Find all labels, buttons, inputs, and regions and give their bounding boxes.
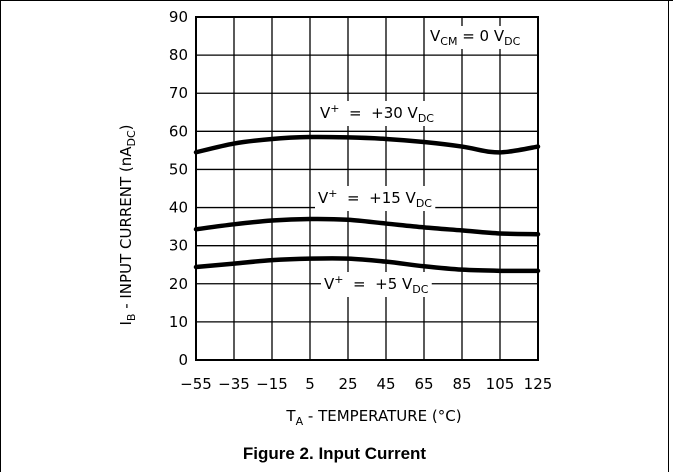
label-1-background	[315, 186, 436, 211]
annot-background	[427, 26, 524, 49]
vcm-annotation-sub2: DC	[504, 35, 520, 48]
input-current-chart: 0 10 20 30 40 50 60 70 80 90 −55 −35 −15 5 25 45 65 85 10…	[117, 8, 552, 428]
y-tick-label: 30	[169, 237, 188, 255]
x-tick-label: 45	[376, 375, 395, 393]
vcm-annotation-mid: = 0 V	[457, 27, 504, 45]
x-tick-label: 125	[524, 375, 553, 393]
series-line-15v	[193, 216, 541, 237]
vcm-annotation: VCM = 0 VDC	[430, 27, 521, 48]
x-tick-label: 65	[414, 375, 433, 393]
vcm-annotation-main: V	[430, 27, 441, 45]
y-tick-label: 40	[169, 199, 188, 217]
y-tick-label: 60	[169, 122, 188, 140]
series-lines	[193, 134, 541, 274]
series-line-30v	[193, 134, 541, 155]
x-axis-title: TA - TEMPERATURE (°C)	[285, 407, 461, 428]
vcm-annotation-sub1: CM	[440, 35, 457, 48]
x-tick-label: 25	[338, 375, 357, 393]
series-label-30v: V+ = +30 VDC	[320, 102, 434, 125]
label-2-background	[321, 272, 432, 297]
x-tick-labels: −55 −35 −15 5 25 45 65 85 105 125	[180, 375, 552, 393]
x-tick-label: 105	[486, 375, 515, 393]
y-tick-label: 70	[169, 84, 188, 102]
series-line-5v	[193, 256, 541, 274]
y-tick-label: 0	[178, 351, 188, 369]
y-tick-label: 10	[169, 313, 188, 331]
series-label-15v: V+ = +15 VDC	[318, 187, 432, 210]
y-tick-label: 50	[169, 160, 188, 178]
x-tick-label: 5	[305, 375, 315, 393]
y-tick-labels: 0 10 20 30 40 50 60 70 80 90	[169, 8, 188, 369]
figure-frame-left	[0, 0, 1, 472]
label-0-background	[317, 101, 438, 126]
x-tick-label: 85	[452, 375, 471, 393]
x-tick-label: −15	[256, 375, 288, 393]
y-tick-label: 80	[169, 46, 188, 64]
x-tick-label: −35	[218, 375, 250, 393]
y-tick-label: 90	[169, 8, 188, 26]
plot-frame	[195, 16, 539, 361]
y-tick-label: 20	[169, 275, 188, 293]
x-tick-label: −55	[180, 375, 212, 393]
y-axis-title: IB - INPUT CURRENT (nADC)	[117, 124, 138, 325]
figure-frame-top	[0, 0, 673, 1]
series-label-5v: V+ = +5 VDC	[324, 273, 429, 296]
figure-caption: Figure 2. Input Current	[242, 444, 427, 463]
figure-frame-right	[668, 0, 669, 472]
